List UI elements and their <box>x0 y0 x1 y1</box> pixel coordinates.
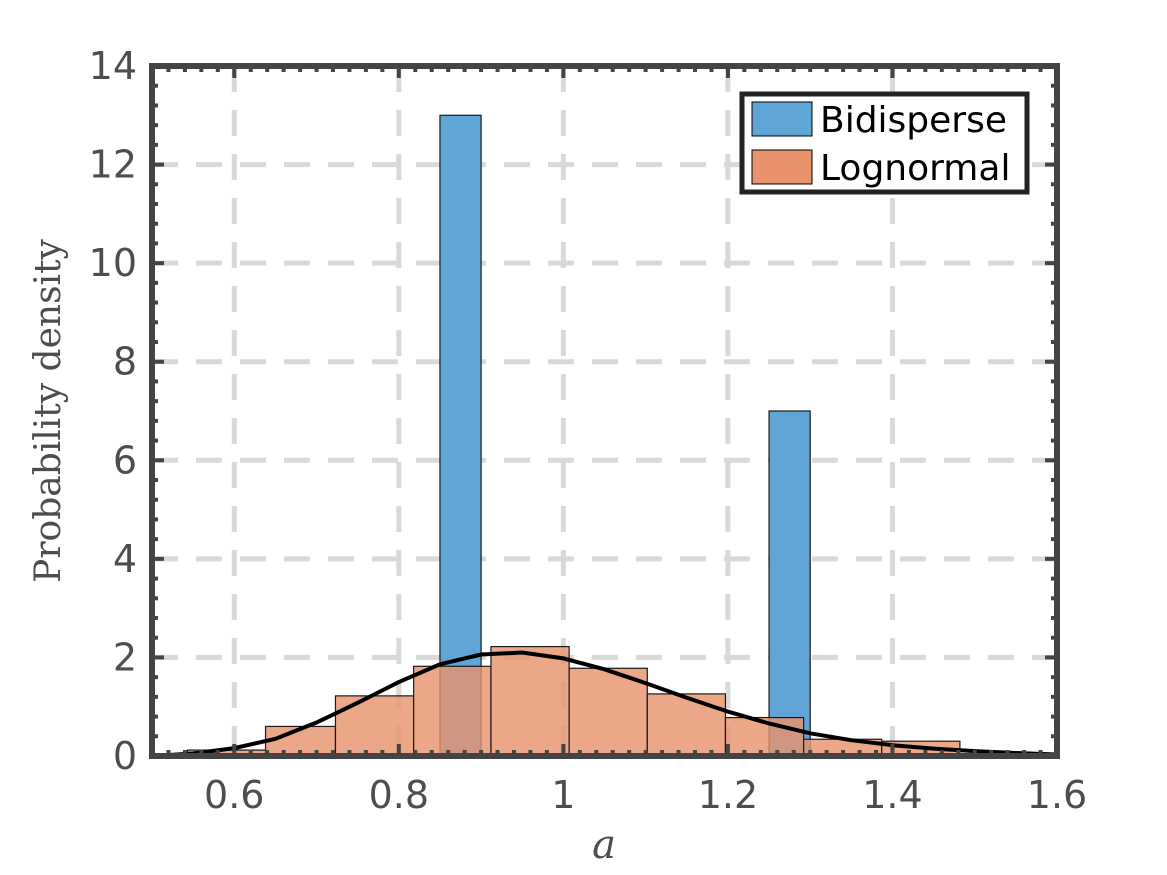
x-tick-label-4: 1.4 <box>862 773 922 817</box>
y-tick-label-4: 8 <box>113 340 137 384</box>
y-tick-label-1: 2 <box>113 635 137 679</box>
bidisperse-bar-1 <box>768 410 811 757</box>
lognormal-bar-5 <box>568 667 648 757</box>
legend: Bidisperse Lognormal <box>739 91 1030 195</box>
y-tick-labels: 0 2 4 6 8 10 12 14 <box>89 44 137 778</box>
x-tick-label-0: 0.6 <box>204 773 264 817</box>
y-tick-label-6: 12 <box>89 143 137 187</box>
y-tick-label-2: 4 <box>113 537 137 581</box>
lognormal-bar-3 <box>413 665 492 757</box>
x-tick-label-3: 1.2 <box>698 773 758 817</box>
x-tick-labels: 0.6 0.8 1 1.2 1.4 1.6 <box>204 773 1087 817</box>
lognormal-bar-2 <box>334 695 415 757</box>
bidisperse-bar-0 <box>439 114 482 757</box>
y-tick-label-7: 14 <box>89 44 137 88</box>
legend-label-lognormal: Lognormal <box>820 148 1010 189</box>
lognormal-bar-6 <box>646 693 727 757</box>
x-tick-label-1: 0.8 <box>369 773 429 817</box>
x-axis-title: a <box>592 822 616 868</box>
y-axis-title: Probability density <box>28 238 69 582</box>
y-tick-label-3: 6 <box>113 438 137 482</box>
lognormal-bar-4 <box>490 645 570 757</box>
legend-swatch-lognormal <box>751 149 813 185</box>
y-tick-label-0: 0 <box>113 734 137 778</box>
lognormal-fit-curve <box>151 650 1058 758</box>
legend-swatch-bidisperse <box>751 101 813 137</box>
y-tick-label-5: 10 <box>89 241 137 285</box>
grid-lines <box>152 66 1057 756</box>
plot-frame <box>149 63 1060 759</box>
legend-label-bidisperse: Bidisperse <box>820 100 1007 141</box>
bidisperse-bars <box>439 114 811 757</box>
x-tick-label-2: 1 <box>551 773 575 817</box>
x-tick-label-5: 1.6 <box>1027 773 1087 817</box>
